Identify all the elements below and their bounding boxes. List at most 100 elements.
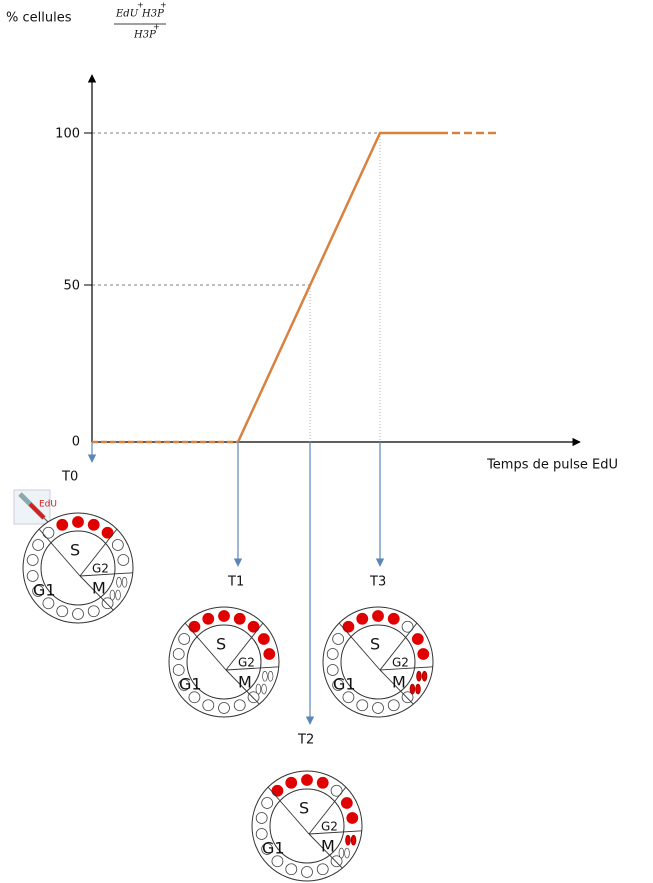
phase-label: G2 [92,562,109,576]
nucleus [42,526,55,539]
phase-label: G1 [179,675,202,694]
nucleus [255,812,268,824]
nucleus [218,702,230,714]
phase-label: G1 [262,839,285,858]
phase-label: S [70,541,80,560]
phase-divider [38,528,81,577]
y-label-den: H3P [133,30,156,41]
labeled-nucleus [372,610,384,622]
nucleus [255,828,268,840]
labeled-nucleus [417,648,430,660]
phase-divider [308,833,343,869]
nucleus [342,691,355,704]
phase-label: M [92,579,106,598]
phase-divider [308,830,362,835]
y-label-sup: + [153,23,160,32]
nucleus [387,699,400,712]
labeled-nucleus [316,776,329,789]
nucleus [172,664,185,676]
y-tick-label: 100 [55,127,80,142]
labeled-nucleus [271,784,284,797]
mitotic-nucleus [344,847,350,859]
mitotic-nucleus [115,589,121,601]
nucleus [326,664,339,676]
labeled-nucleus [72,516,84,528]
labeled-nucleus [101,526,114,539]
phase-divider [79,528,118,577]
labeled-nucleus [247,620,260,633]
mitotic-nucleus [255,683,262,695]
cell-outer [22,512,134,624]
nucleus [330,855,343,868]
cell-inner [40,530,116,606]
labeled-nucleus [285,776,298,789]
nucleus [356,699,369,712]
nucleus [32,585,45,597]
icon-label: EdU [39,500,57,510]
cell: S G1 G2 M [322,606,434,718]
mitotic-nucleus [345,834,351,846]
cell-outer [168,606,280,718]
nucleus [316,863,329,876]
labeled-nucleus [263,648,276,660]
cell-outer [322,606,434,718]
cell-inner [186,624,262,700]
nucleus [401,691,414,704]
nucleus [178,633,191,645]
time-label: T3 [369,575,386,590]
nucleus [172,648,185,660]
labeled-nucleus [56,518,69,531]
mitotic-nucleus [261,683,267,695]
curve [236,131,440,443]
mitotic-nucleus [416,670,422,682]
nucleus [101,597,114,610]
mitotic-nucleus [121,576,128,588]
y-label-sup: + [137,1,144,10]
nucleus [117,554,130,566]
mitotic-nucleus [109,589,116,601]
time-label: T0 [61,470,78,485]
labeled-nucleus [87,518,100,531]
nucleus [26,570,39,582]
mitotic-nucleus [338,847,345,859]
labeled-nucleus [202,612,215,625]
nucleus [178,679,191,691]
nucleus [202,699,215,712]
phase-divider [338,622,381,671]
nucleus [233,699,246,712]
cell-inner [269,788,345,864]
phase-divider [379,666,433,671]
y-tick-label: 50 [63,279,80,294]
nucleus [32,539,45,551]
nucleus [72,608,84,620]
phase-label: G2 [321,820,338,834]
nucleus [42,597,55,610]
phase-label: M [392,673,406,692]
nucleus [301,866,313,878]
phase-divider [379,622,418,671]
nucleus [87,605,100,618]
labeled-nucleus [356,612,369,625]
nucleus [271,855,284,868]
phase-divider [225,622,264,671]
nucleus [326,648,339,660]
labeled-nucleus [257,633,270,645]
nucleus [188,691,201,704]
phase-label: G1 [33,581,56,600]
phase-divider [308,786,347,835]
nucleus [332,633,345,645]
phase-divider [267,786,310,835]
time-label: T1 [227,575,244,590]
mitotic-nucleus [267,670,274,682]
cell: S G1 G2 M [251,770,363,882]
mitotic-nucleus [262,670,268,682]
phase-label: G1 [333,675,356,694]
phase-label: M [238,673,252,692]
labeled-nucleus [188,620,201,633]
labeled-nucleus [340,797,353,809]
y-label-num: EdU [115,9,139,20]
labeled-nucleus [342,620,355,633]
phase-divider [79,572,133,577]
y-label-sup: + [160,1,167,10]
labeled-nucleus [387,612,400,625]
